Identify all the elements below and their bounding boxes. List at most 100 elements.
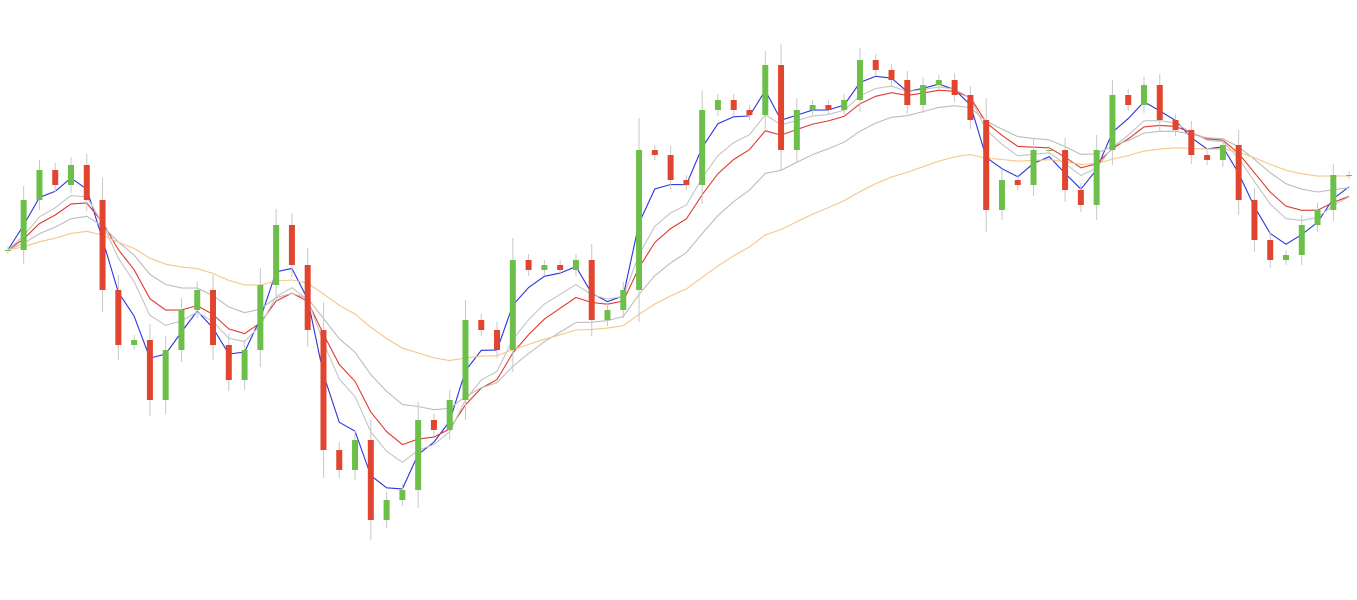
candles	[4, 44, 1353, 540]
candle-body-down	[1156, 85, 1163, 120]
candle	[68, 157, 75, 193]
candle	[446, 390, 453, 440]
candle	[525, 254, 532, 276]
candle	[588, 244, 595, 336]
candle-body-up	[241, 350, 248, 380]
candle	[998, 170, 1005, 220]
candle	[478, 314, 485, 336]
candle-body-up	[935, 80, 942, 85]
candle-body-up	[194, 290, 201, 310]
candle	[336, 442, 343, 478]
candle	[320, 302, 327, 478]
candle-body-down	[1204, 155, 1211, 160]
candle-body-up	[399, 490, 406, 500]
candle-body-down	[494, 330, 501, 350]
candle-body-down	[1014, 180, 1021, 185]
candle-body-up	[1346, 175, 1353, 176]
candle-body-down	[557, 265, 564, 270]
candle	[1046, 146, 1053, 154]
moving-average-line-0	[7, 75, 1350, 490]
candle-body-down	[288, 225, 295, 265]
candle	[52, 163, 59, 192]
candle-body-up	[1030, 150, 1037, 185]
candle	[1156, 74, 1163, 131]
candle	[762, 51, 769, 129]
candle-body-up	[36, 170, 43, 200]
candle	[809, 100, 816, 115]
candle-body-up	[1298, 225, 1305, 255]
candle	[36, 160, 43, 210]
candle	[604, 304, 611, 326]
candle-body-down	[225, 345, 232, 380]
candle-body-down	[210, 290, 217, 345]
candle-body-up	[714, 100, 721, 110]
candle	[1282, 250, 1289, 265]
candle-body-up	[20, 200, 27, 250]
candle-body-up	[68, 165, 75, 185]
candle-body-down	[872, 60, 879, 70]
candle-body-up	[1330, 175, 1337, 210]
candle	[178, 298, 185, 362]
candle-body-up	[273, 225, 280, 285]
candle	[415, 402, 422, 508]
candle	[383, 492, 390, 528]
candle-body-down	[1267, 240, 1274, 260]
candle-body-down	[52, 170, 59, 185]
candle-body-up	[1093, 150, 1100, 205]
candle	[1204, 150, 1211, 165]
candle-body-up	[1046, 150, 1053, 151]
candle-body-up	[1140, 85, 1147, 105]
moving-average-line-1	[7, 89, 1350, 446]
candle-body-up	[415, 420, 422, 490]
candle-body-down	[1172, 120, 1179, 130]
candle	[541, 260, 548, 275]
candle	[83, 154, 90, 211]
candle	[1188, 121, 1195, 164]
candle	[651, 145, 658, 160]
candle-body-down	[825, 105, 832, 110]
candle-body-up	[1282, 255, 1289, 260]
candle-body-up	[541, 265, 548, 270]
candle-body-up	[856, 60, 863, 100]
candle	[304, 248, 311, 347]
candle	[983, 98, 990, 232]
candle-body-down	[1188, 130, 1195, 155]
candle-body-up	[352, 440, 359, 470]
candle-body-up	[509, 260, 516, 350]
candle	[714, 94, 721, 116]
candle	[667, 146, 674, 189]
candle	[1030, 139, 1037, 196]
candle-body-up	[131, 340, 138, 345]
candle	[620, 282, 627, 318]
moving-average-line-3	[7, 105, 1350, 411]
candle	[1298, 215, 1305, 265]
candle-body-down	[904, 80, 911, 105]
candle	[1125, 89, 1132, 111]
candle	[20, 186, 27, 264]
candle	[1235, 130, 1242, 215]
candle-body-up	[162, 350, 169, 400]
candle	[1109, 80, 1116, 165]
candle-body-up	[1314, 210, 1321, 225]
candle	[1251, 188, 1258, 252]
candle	[572, 254, 579, 276]
candle-body-down	[888, 70, 895, 80]
candle	[241, 340, 248, 390]
candle-body-down	[588, 260, 595, 320]
candle	[557, 260, 564, 275]
candle	[210, 275, 217, 360]
candle	[1346, 171, 1353, 179]
candle	[1093, 135, 1100, 220]
candle	[462, 300, 469, 420]
candle-body-down	[1251, 200, 1258, 240]
candle	[352, 430, 359, 480]
candle-body-down	[967, 95, 974, 120]
candle	[778, 44, 785, 171]
candle	[967, 86, 974, 129]
candle-body-down	[1235, 145, 1242, 200]
candle-body-up	[920, 85, 927, 105]
candle	[225, 334, 232, 391]
candle	[1267, 232, 1274, 268]
candle-body-down	[83, 165, 90, 200]
